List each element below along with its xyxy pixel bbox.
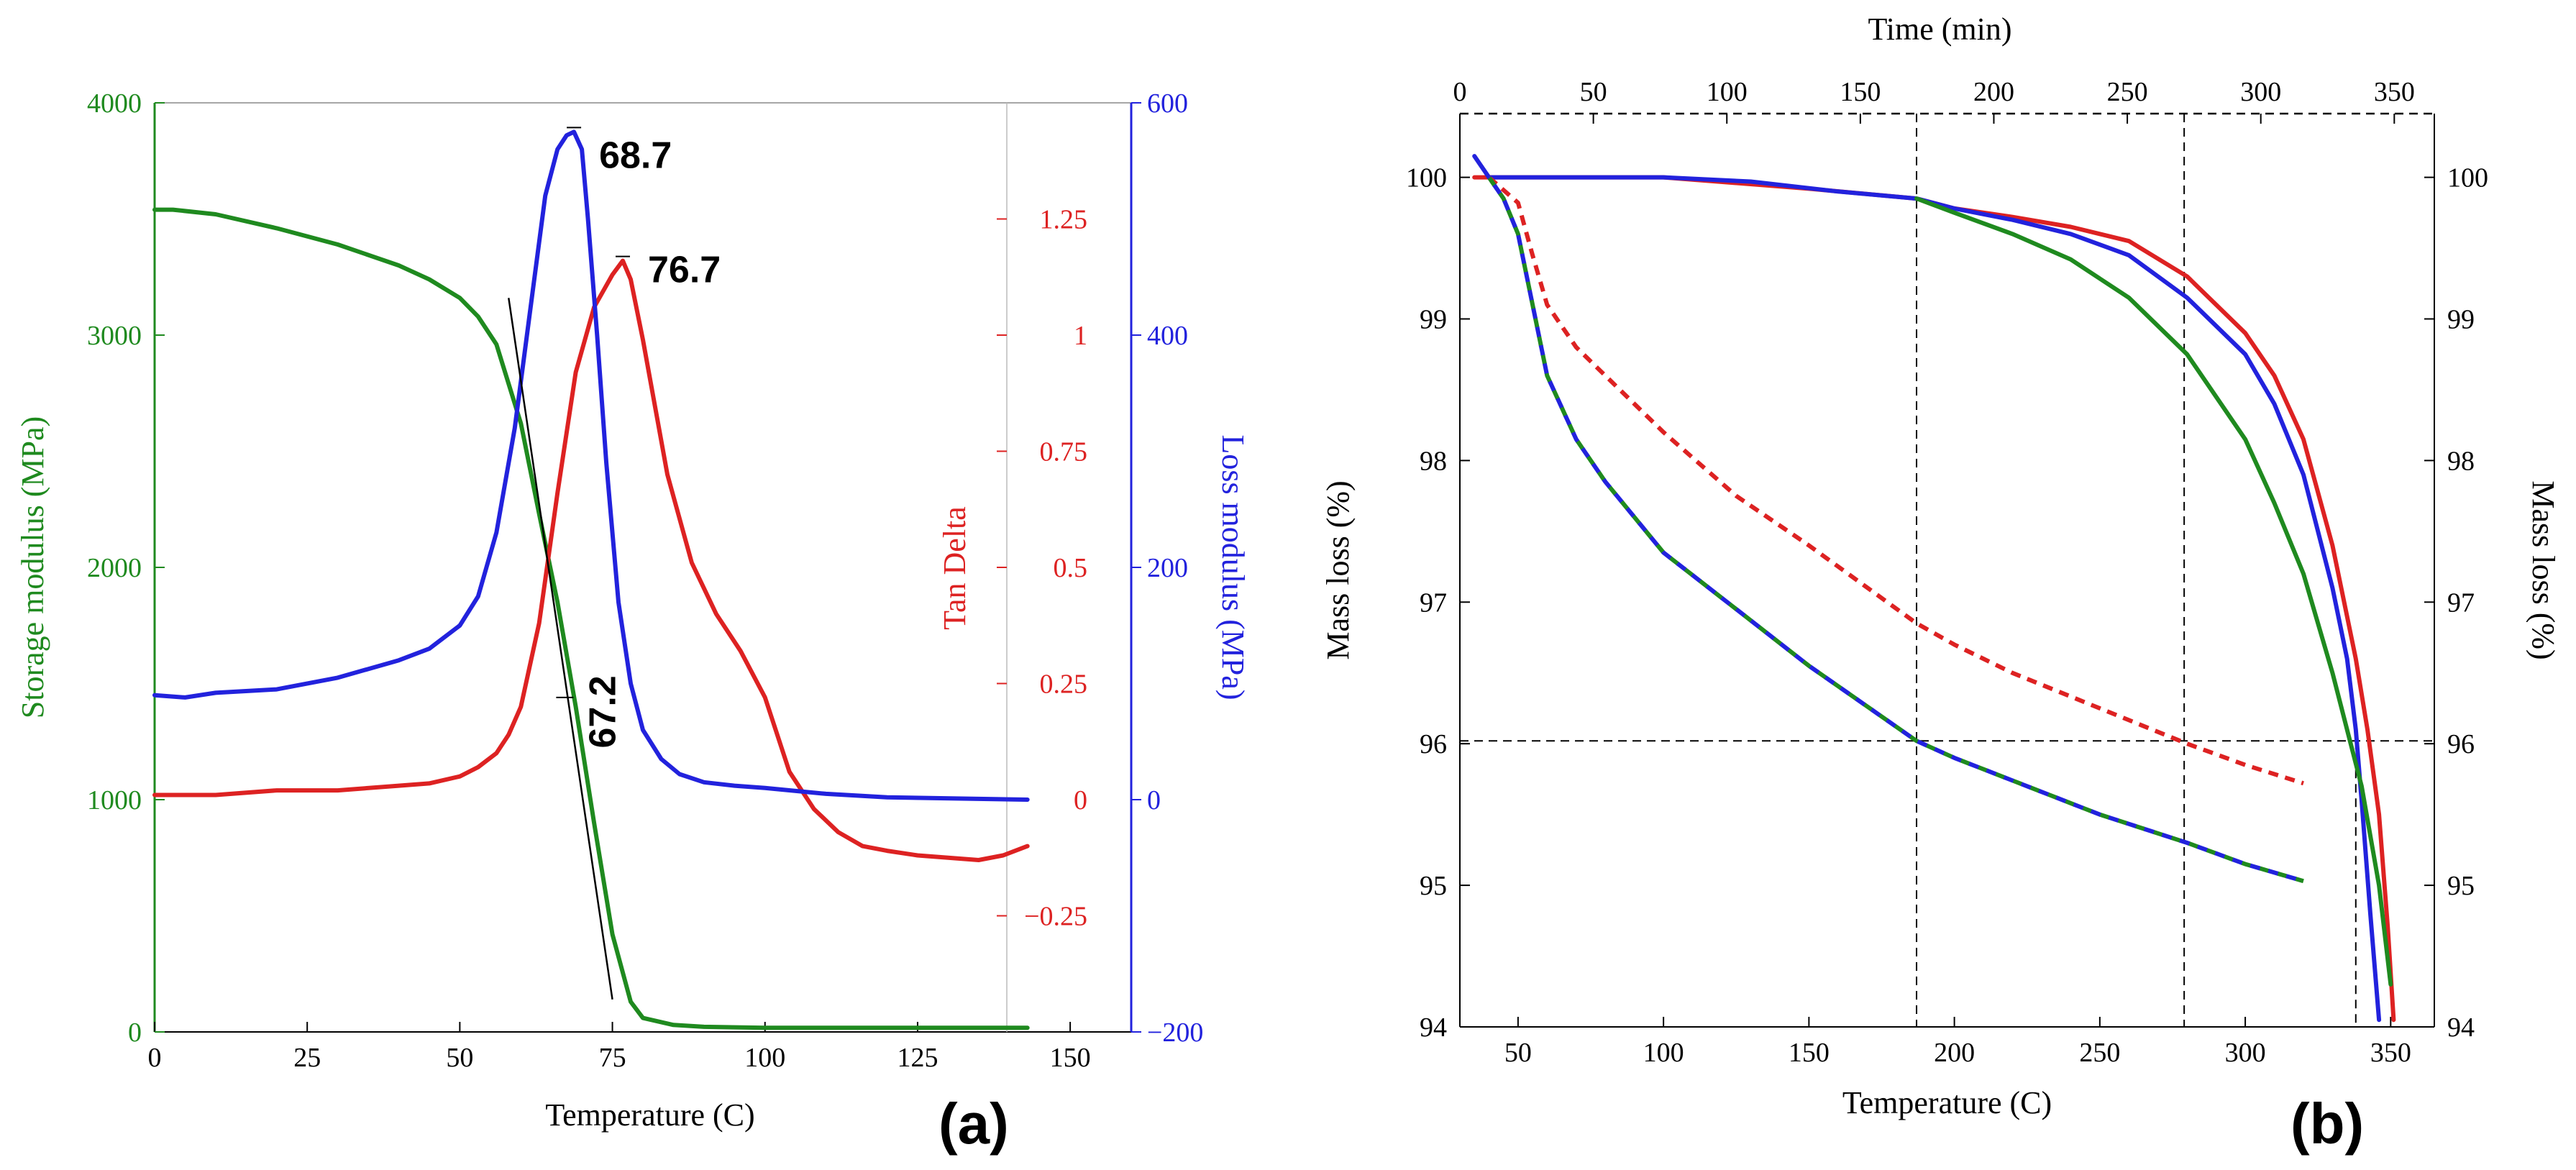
panel-label-a: (a) <box>938 1092 1009 1156</box>
b-y-tick-label-right: 99 <box>2447 305 2475 335</box>
a-tan-tick-label: −0.25 <box>1024 902 1087 932</box>
a-storage-axis-label: Storage modulus (MPa) <box>15 416 50 718</box>
green-blue-dashed-line <box>1486 175 2304 884</box>
b-x-tick-label: 300 <box>2225 1038 2266 1068</box>
a-tan-tick-label: 0.5 <box>1054 553 1088 583</box>
a-storage-tick-label: 1000 <box>87 785 142 815</box>
green-solid-line <box>1914 196 2393 987</box>
a-x-axis-label: Temperature (C) <box>545 1097 754 1133</box>
b-y-axis-label-right: Mass loss (%) <box>2526 480 2561 659</box>
red-solid-line <box>1472 175 2396 1023</box>
b-x2-tick-label: 250 <box>2107 77 2148 107</box>
a-x-tick-label: 125 <box>897 1043 938 1073</box>
storage-modulus-line <box>152 207 1030 1030</box>
a-loss-axis-label: Loss modulus (MPa) <box>1215 434 1251 700</box>
b-y-tick-label-left: 94 <box>1420 1013 1447 1043</box>
b-x2-tick-label: 0 <box>1453 77 1467 107</box>
a-tan-axis-label: Tan Delta <box>937 506 972 630</box>
b-x2-tick-label: 100 <box>1707 77 1748 107</box>
b-x2-tick-label: 350 <box>2374 77 2415 107</box>
a-loss-tick-label: 400 <box>1147 321 1188 351</box>
panel-label-b: (b) <box>2290 1092 2364 1156</box>
a-x-tick-label: 25 <box>293 1043 321 1073</box>
b-x-tick-label: 250 <box>2079 1038 2120 1068</box>
b-x2-tick-label: 150 <box>1840 77 1881 107</box>
b-x-axis-label: Temperature (C) <box>1842 1085 2052 1120</box>
a-x-tick-label: 75 <box>599 1043 626 1073</box>
b-y-tick-label-right: 98 <box>2447 446 2475 476</box>
a-storage-tick-label: 3000 <box>87 321 142 351</box>
b-x-tick-label: 350 <box>2370 1038 2411 1068</box>
b-x2-tick-label: 200 <box>1973 77 2014 107</box>
a-loss-tick-label: 200 <box>1147 553 1188 583</box>
a-tan-tick-label: 0 <box>1074 785 1087 815</box>
b-y-tick-label-left: 97 <box>1420 588 1447 618</box>
tangent-line <box>508 298 613 1000</box>
b-x-tick-label: 200 <box>1934 1038 1975 1068</box>
annotation-68-7: 68.7 <box>599 134 672 176</box>
a-storage-tick-label: 2000 <box>87 553 142 583</box>
b-x-tick-label: 100 <box>1643 1038 1684 1068</box>
b-y-tick-label-right: 95 <box>2447 871 2475 901</box>
b-y-tick-label-right: 100 <box>2447 163 2488 193</box>
a-x-tick-label: 100 <box>744 1043 785 1073</box>
b-y-tick-label-left: 98 <box>1420 446 1447 476</box>
b-x-tick-label: 150 <box>1789 1038 1830 1068</box>
a-x-tick-label: 50 <box>446 1043 473 1073</box>
b-y-axis-label-left: Mass loss (%) <box>1320 480 1356 659</box>
chart-b: 50 100 150 200 250 300 350 Temperature (C) 0 50 10… <box>1320 12 2561 1120</box>
b-y-tick-label-left: 95 <box>1420 871 1447 901</box>
green-blue-dashed-line-overlay <box>1486 175 2304 884</box>
b-y-tick-label-left: 100 <box>1406 163 1447 193</box>
a-loss-tick-label: −200 <box>1147 1018 1203 1048</box>
a-storage-tick-label: 4000 <box>87 88 142 119</box>
annotation-67-2: 67.2 <box>582 675 624 748</box>
blue-solid-line <box>1472 154 2382 1023</box>
b-y-tick-label-right: 96 <box>2447 729 2475 759</box>
a-tan-tick-label: 0.25 <box>1040 669 1088 700</box>
loss-modulus-line <box>152 129 1030 802</box>
annotation-76-7: 76.7 <box>648 250 721 291</box>
a-x-tick-label: 0 <box>148 1043 162 1073</box>
b-y-tick-label-left: 96 <box>1420 729 1447 759</box>
tan-delta-line <box>152 258 1030 862</box>
b-y-tick-label-left: 99 <box>1420 305 1447 335</box>
b-x2-tick-label: 50 <box>1580 77 1607 107</box>
a-tan-tick-label: 1.25 <box>1040 205 1088 235</box>
a-tan-tick-label: 0.75 <box>1040 437 1088 467</box>
a-loss-tick-label: 600 <box>1147 88 1188 119</box>
a-x-tick-label: 150 <box>1050 1043 1091 1073</box>
b-x2-axis-label: Time (min) <box>1868 12 2011 47</box>
b-x-tick-label: 50 <box>1504 1038 1532 1068</box>
b-y-tick-label-right: 97 <box>2447 588 2475 618</box>
b-y-tick-label-right: 94 <box>2447 1013 2475 1043</box>
a-loss-tick-label: 0 <box>1147 785 1161 815</box>
a-storage-tick-label: 0 <box>128 1018 142 1048</box>
a-tan-tick-label: 1 <box>1074 321 1087 351</box>
red-dashed-line <box>1487 175 2304 786</box>
b-x2-tick-label: 300 <box>2240 77 2281 107</box>
